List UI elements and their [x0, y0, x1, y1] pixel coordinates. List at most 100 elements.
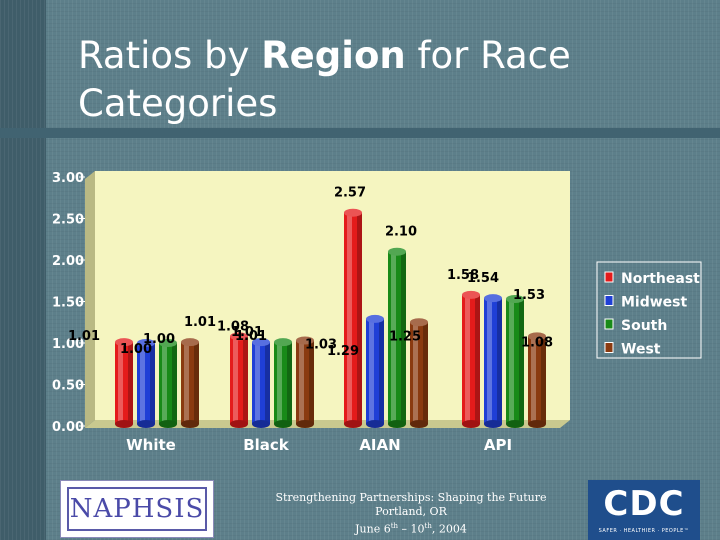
bar-northeast-black [230, 332, 248, 428]
legend-label-south: South [621, 318, 667, 334]
data-label: 1.53 [513, 288, 545, 303]
bar-highlight [369, 318, 374, 424]
bar-shadow [357, 212, 362, 424]
naphsis-logo: NAPHSIS [60, 480, 214, 538]
bar-top [506, 295, 524, 304]
bar-base [462, 420, 480, 428]
bar-top [484, 294, 502, 303]
legend-swatch-northeast [604, 271, 614, 283]
bar-base [410, 420, 428, 428]
title-divider-band [0, 128, 720, 138]
data-label: 1.08 [521, 335, 553, 350]
data-label: 1.00 [143, 332, 175, 347]
data-label: 2.10 [385, 225, 417, 240]
bar-base [506, 420, 524, 428]
bar-top [137, 339, 155, 347]
legend-swatch-south [604, 318, 614, 330]
y-tick-label: 1.00 [52, 337, 84, 352]
bar-top [366, 314, 384, 323]
bar-shadow [401, 251, 406, 424]
bar-shadow [128, 342, 133, 424]
bar-top [410, 318, 428, 327]
bar-shadow [475, 294, 480, 424]
bar-midwest-api [484, 294, 502, 428]
bar-base [115, 420, 133, 428]
cdc-logo-text: CDC [603, 484, 685, 524]
bar-shadow [379, 318, 384, 424]
footer-line-2: Portland, OR [375, 505, 447, 518]
data-label: 1.58 [447, 268, 479, 283]
bar-base [181, 420, 199, 428]
bar-highlight [391, 251, 396, 424]
bar-top [115, 338, 133, 347]
bar-base [344, 420, 362, 428]
bar-highlight [413, 322, 418, 424]
bar-midwest-black [252, 338, 270, 428]
bar-top [230, 332, 248, 341]
bar-northeast-white [115, 338, 133, 428]
bar-base [528, 420, 546, 428]
bar-highlight [509, 299, 514, 424]
bar-shadow [265, 342, 270, 424]
data-label: 1.08 [217, 319, 249, 334]
x-category-label: AIAN [359, 436, 400, 454]
bar-highlight [465, 294, 470, 424]
bar-shadow [287, 342, 292, 424]
bar-shadow [150, 343, 155, 424]
footer-line-3: June 6th – 10th, 2004 [355, 522, 467, 536]
y-tick-label: 0.50 [52, 379, 84, 394]
bar-shadow [243, 336, 248, 424]
left-decorative-band [0, 0, 46, 540]
data-label: 1.54 [467, 271, 499, 286]
bar-base [366, 420, 384, 428]
bar-shadow [497, 298, 502, 424]
cdc-logo: CDC SAFER · HEALTHIER · PEOPLE™ [588, 480, 700, 540]
legend-label-northeast: Northeast [621, 271, 700, 287]
footer-line-1: Strengthening Partnerships: Shaping the … [275, 491, 547, 504]
bar-midwest-white [137, 339, 155, 428]
data-label: 1.01 [231, 325, 263, 340]
bar-shadow [423, 322, 428, 424]
x-category-label: API [484, 436, 512, 454]
bar-highlight [255, 342, 260, 424]
bar-base [230, 420, 248, 428]
data-label: 1.00 [120, 342, 152, 357]
bar-highlight [277, 342, 282, 424]
bar-west-white [181, 338, 199, 428]
y-tick-label: 3.00 [52, 171, 84, 186]
bar-west-black [296, 336, 314, 428]
plot-side-wall [85, 171, 95, 428]
bar-shadow [309, 340, 314, 424]
data-label: 1.01 [184, 315, 216, 330]
cdc-logo-tagline: SAFER · HEALTHIER · PEOPLE™ [598, 528, 690, 534]
legend-label-west: West [621, 342, 661, 358]
bar-top [296, 336, 314, 345]
slide-title: Ratios by Region for Race Categories [78, 34, 571, 125]
naphsis-logo-text: NAPHSIS [67, 487, 207, 531]
y-tick-label: 0.00 [52, 420, 84, 435]
data-label: 1.25 [389, 329, 421, 344]
bar-south-api [506, 295, 524, 428]
bar-highlight [299, 340, 304, 424]
bar-highlight [233, 336, 238, 424]
bar-top [274, 338, 292, 347]
bar-top [252, 338, 270, 347]
data-label: 2.57 [334, 186, 366, 201]
bar-base [484, 420, 502, 428]
bar-highlight [487, 298, 492, 424]
bar-highlight [184, 342, 189, 424]
y-tick-label: 1.50 [52, 296, 84, 311]
bar-midwest-aian [366, 314, 384, 428]
bar-base [388, 420, 406, 428]
legend-swatch-midwest [604, 295, 614, 306]
bar-top [388, 247, 406, 256]
legend-box [596, 261, 702, 359]
legend-swatch-west [604, 342, 614, 353]
bar-highlight [118, 342, 123, 424]
bar-top [528, 332, 546, 341]
bar-shadow [541, 336, 546, 424]
data-label: 1.01 [68, 329, 100, 344]
plot-floor [85, 420, 570, 428]
slide-footer: Strengthening Partnerships: Shaping the … [246, 491, 576, 537]
